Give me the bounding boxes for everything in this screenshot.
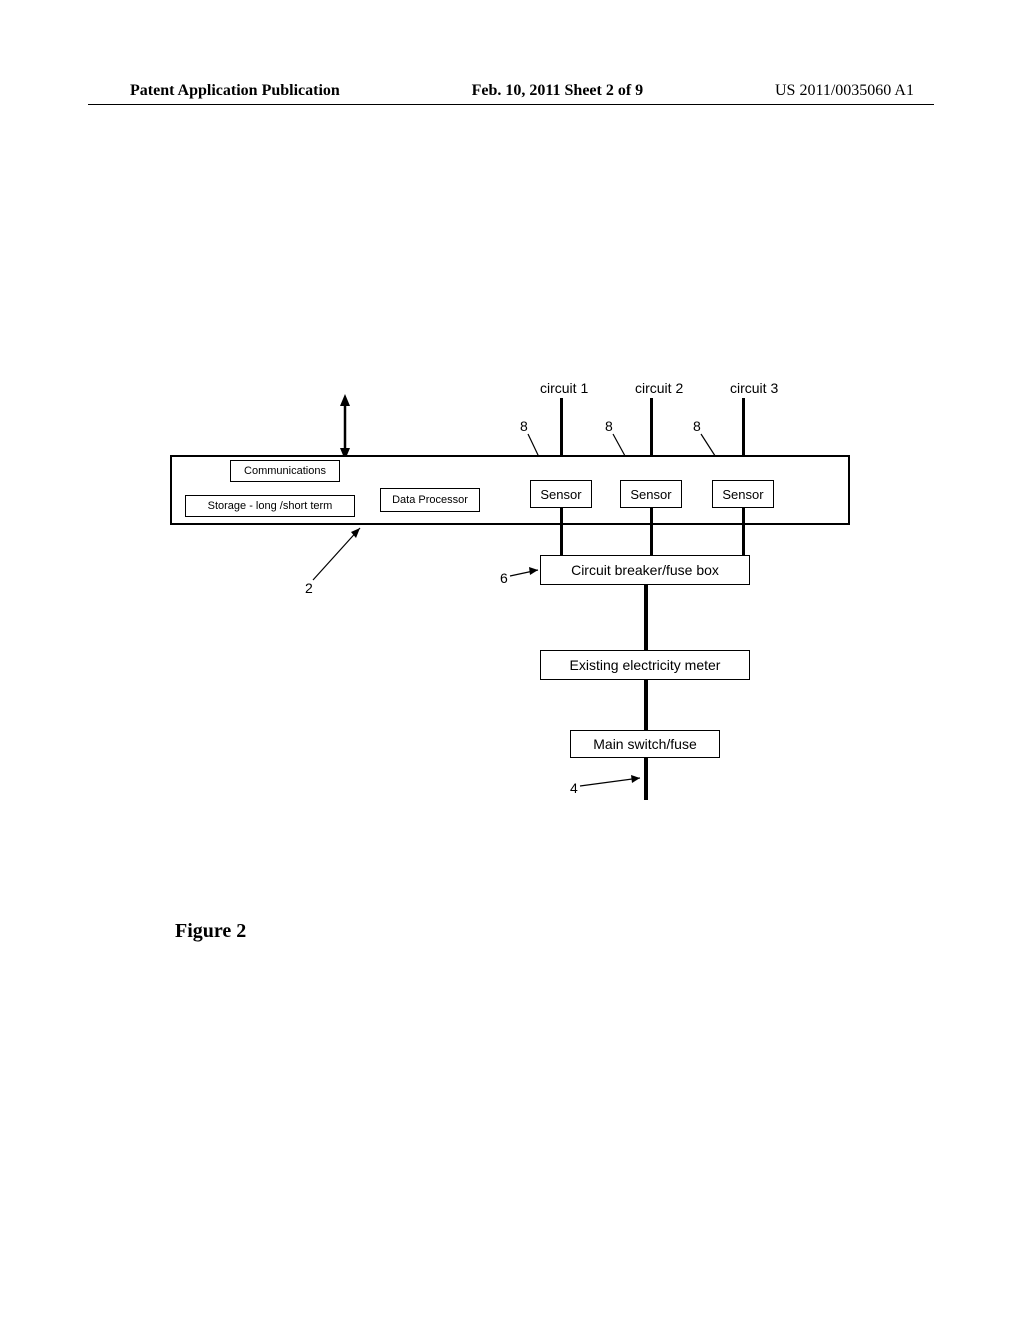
circuit-1-label: circuit 1 <box>540 380 588 396</box>
main-switch-box: Main switch/fuse <box>570 730 720 758</box>
header-date-sheet: Feb. 10, 2011 Sheet 2 of 9 <box>472 82 644 100</box>
ref-6-label: 6 <box>500 570 508 586</box>
sensor-2-box: Sensor <box>620 480 682 508</box>
sensor-1-box: Sensor <box>530 480 592 508</box>
ref-4-label: 4 <box>570 780 578 796</box>
header-patent-number: US 2011/0035060 A1 <box>775 82 914 100</box>
circuit-breaker-box: Circuit breaker/fuse box <box>540 555 750 585</box>
ref-2-label: 2 <box>305 580 313 596</box>
sensor3-down-line <box>742 508 745 555</box>
leader-lines-svg <box>170 380 850 850</box>
sensor-3-box: Sensor <box>712 480 774 508</box>
breaker-to-meter-line <box>644 585 648 650</box>
header-publication: Patent Application Publication <box>130 82 340 100</box>
meter-to-switch-line <box>644 680 648 730</box>
ref-8-label-1: 8 <box>520 418 528 434</box>
sensor1-down-line <box>560 508 563 555</box>
header-rule <box>88 104 934 105</box>
sensor2-down-line <box>650 508 653 555</box>
electricity-meter-box: Existing electricity meter <box>540 650 750 680</box>
block-diagram: circuit 1 circuit 2 circuit 3 8 8 8 <box>170 380 870 850</box>
ref-8-label-3: 8 <box>693 418 701 434</box>
switch-down-line <box>644 758 648 800</box>
ref-8-label-2: 8 <box>605 418 613 434</box>
page-header: Patent Application Publication Feb. 10, … <box>0 82 1024 100</box>
communications-box: Communications <box>230 460 340 482</box>
figure-caption: Figure 2 <box>175 920 246 943</box>
data-processor-box: Data Processor <box>380 488 480 512</box>
storage-box: Storage - long /short term <box>185 495 355 517</box>
circuit-3-label: circuit 3 <box>730 380 778 396</box>
circuit-2-label: circuit 2 <box>635 380 683 396</box>
